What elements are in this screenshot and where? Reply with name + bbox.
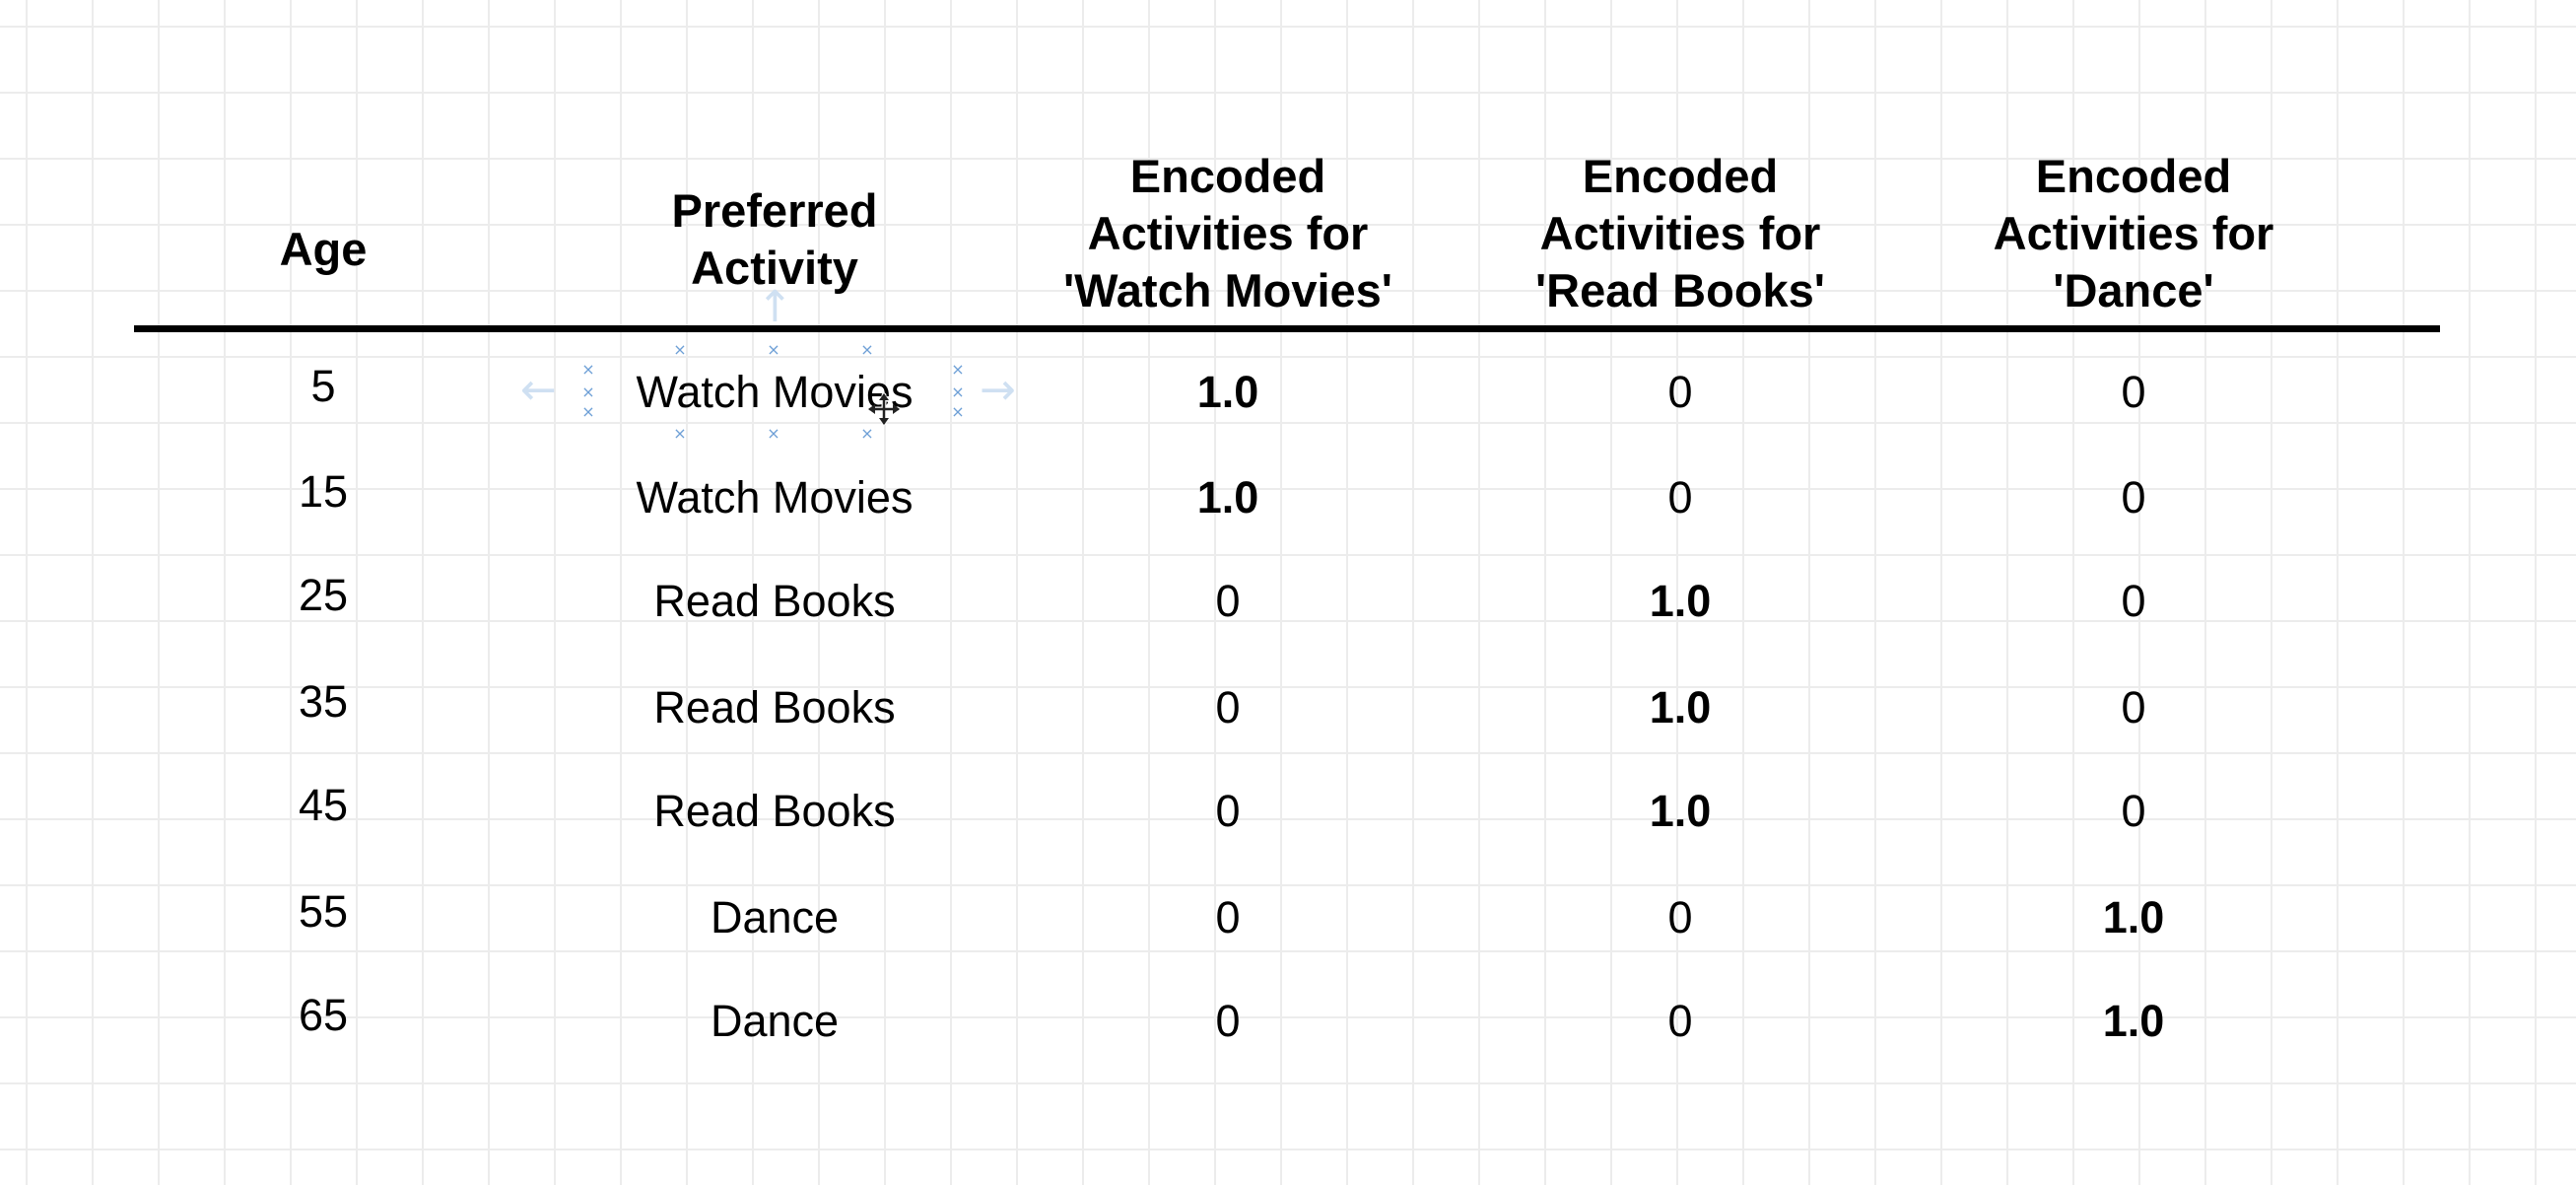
- x-handle-icon[interactable]: ×: [860, 424, 874, 443]
- drag-left-arrow-icon[interactable]: ←: [520, 365, 557, 415]
- watch-movies-cell: 0: [1215, 682, 1241, 732]
- activity-cell: Dance: [710, 996, 840, 1046]
- header-age: Age: [279, 223, 368, 275]
- read-books-cell: 0: [1667, 996, 1693, 1046]
- read-books-cell: 0: [1667, 472, 1693, 523]
- read-books-cell: 1.0: [1649, 682, 1712, 732]
- x-handle-icon[interactable]: ×: [767, 424, 780, 443]
- header-divider: [134, 325, 2440, 332]
- watch-movies-cell: 0: [1215, 786, 1241, 836]
- read-books-cell: 1.0: [1649, 786, 1712, 836]
- dance-cell: 0: [2121, 367, 2146, 417]
- header-encoded-dance: Encoded Activities for 'Dance': [1993, 150, 2274, 316]
- x-handle-icon[interactable]: ×: [673, 424, 687, 443]
- drag-up-arrow-icon[interactable]: ↑: [757, 282, 793, 332]
- age-cell: 15: [298, 466, 349, 517]
- read-books-cell: 0: [1667, 892, 1693, 942]
- age-cell: 5: [310, 361, 336, 411]
- x-handle-icon[interactable]: ×: [767, 340, 780, 359]
- x-handle-icon[interactable]: ×: [860, 340, 874, 359]
- x-handle-icon[interactable]: ×: [581, 383, 595, 401]
- x-handle-icon[interactable]: ×: [581, 402, 595, 421]
- read-books-cell: 1.0: [1649, 576, 1712, 626]
- activity-cell[interactable]: Watch Movies: [636, 367, 914, 417]
- dance-cell: 0: [2121, 682, 2146, 732]
- watch-movies-cell: 1.0: [1196, 472, 1259, 523]
- activity-cell: Watch Movies: [636, 472, 914, 523]
- dance-cell: 1.0: [2102, 892, 2165, 942]
- header-encoded-read-books: Encoded Activities for 'Read Books': [1535, 150, 1825, 316]
- activity-cell: Read Books: [653, 786, 896, 836]
- watch-movies-cell: 0: [1215, 996, 1241, 1046]
- dance-cell: 1.0: [2102, 996, 2165, 1046]
- read-books-cell: 0: [1667, 367, 1693, 417]
- dance-cell: 0: [2121, 472, 2146, 523]
- dance-cell: 0: [2121, 576, 2146, 626]
- x-handle-icon[interactable]: ×: [951, 360, 965, 379]
- age-cell: 55: [298, 886, 349, 937]
- x-handle-icon[interactable]: ×: [673, 340, 687, 359]
- dance-cell: 0: [2121, 786, 2146, 836]
- x-handle-icon[interactable]: ×: [581, 360, 595, 379]
- activity-cell: Dance: [710, 892, 840, 942]
- watch-movies-cell: 1.0: [1196, 367, 1259, 417]
- header-encoded-watch-movies: Encoded Activities for 'Watch Movies': [1062, 150, 1392, 316]
- activity-cell: Read Books: [653, 576, 896, 626]
- age-cell: 45: [298, 780, 349, 830]
- age-cell: 25: [298, 570, 349, 620]
- drag-right-arrow-icon[interactable]: →: [980, 365, 1016, 415]
- age-cell: 35: [298, 676, 349, 727]
- activity-cell: Read Books: [653, 682, 896, 732]
- x-handle-icon[interactable]: ×: [951, 383, 965, 401]
- move-cursor-icon: [867, 392, 901, 426]
- header-preferred-activity: Preferred Activity: [671, 184, 878, 294]
- watch-movies-cell: 0: [1215, 576, 1241, 626]
- x-handle-icon[interactable]: ×: [951, 402, 965, 421]
- age-cell: 65: [298, 990, 349, 1040]
- watch-movies-cell: 0: [1215, 892, 1241, 942]
